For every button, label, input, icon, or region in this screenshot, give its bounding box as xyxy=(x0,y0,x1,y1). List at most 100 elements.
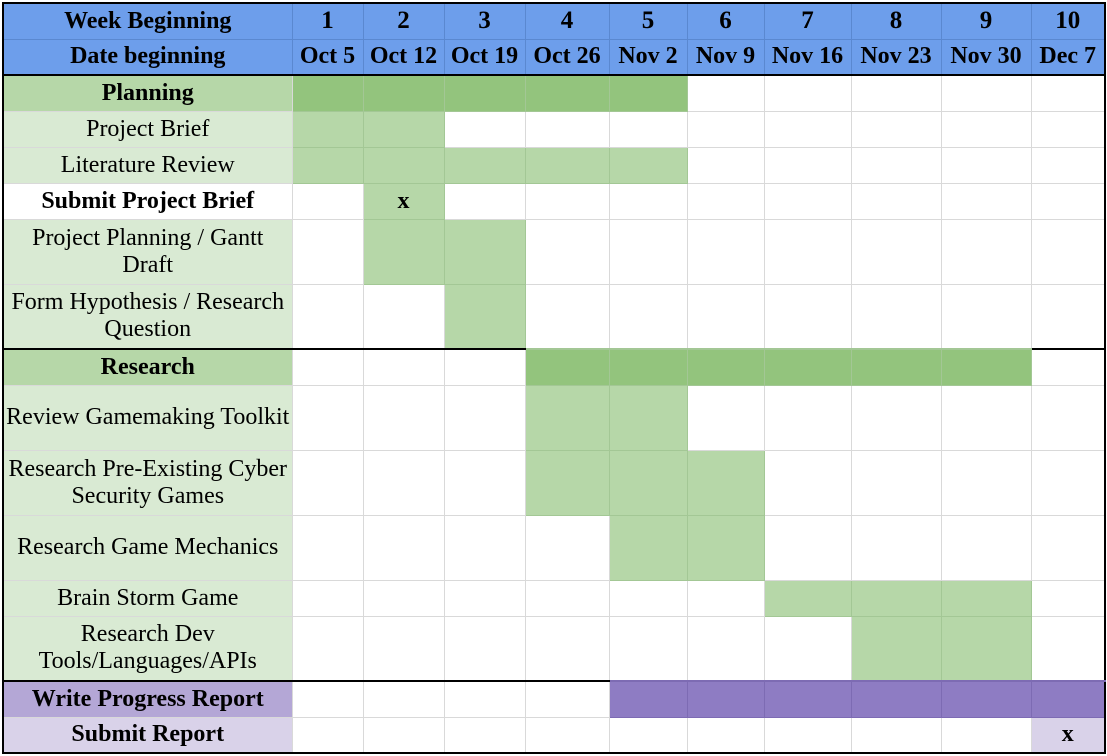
gantt-bar-cell xyxy=(608,680,688,718)
empty-cell xyxy=(362,680,445,718)
empty-cell xyxy=(1030,146,1106,184)
gantt-bar-cell xyxy=(443,218,526,285)
empty-cell xyxy=(1030,182,1106,220)
empty-cell xyxy=(686,110,765,148)
week-number-2: 2 xyxy=(362,2,445,40)
gantt-bar-cell xyxy=(686,514,765,581)
task-label: Project Planning / Gantt Draft xyxy=(2,218,293,285)
empty-cell xyxy=(608,218,688,285)
task-row-submit-project-brief: Submit Project Brief x xyxy=(2,182,1106,220)
gantt-bar-cell xyxy=(362,74,445,112)
empty-cell xyxy=(1030,514,1106,581)
week-date-6: Nov 9 xyxy=(686,38,765,76)
empty-cell xyxy=(1030,218,1106,285)
empty-cell xyxy=(291,182,364,220)
empty-cell xyxy=(291,449,364,516)
task-label: Write Progress Report xyxy=(2,680,293,718)
empty-cell xyxy=(443,615,526,682)
empty-cell xyxy=(443,579,526,617)
empty-cell xyxy=(686,218,765,285)
gantt-bar-cell xyxy=(1030,680,1106,718)
empty-cell xyxy=(940,182,1032,220)
empty-cell xyxy=(1030,384,1106,451)
task-label: Submit Report xyxy=(2,716,293,754)
task-label: Literature Review xyxy=(2,146,293,184)
task-row-write-progress-report: Write Progress Report xyxy=(2,680,1106,718)
empty-cell xyxy=(291,514,364,581)
empty-cell xyxy=(291,283,364,350)
gantt-bar-cell xyxy=(362,110,445,148)
week-number-8: 8 xyxy=(850,2,942,40)
empty-cell xyxy=(763,384,852,451)
gantt-bar-cell xyxy=(608,514,688,581)
empty-cell xyxy=(850,449,942,516)
task-label: Research xyxy=(2,348,293,386)
week-date-10: Dec 7 xyxy=(1030,38,1106,76)
empty-cell xyxy=(291,348,364,386)
empty-cell xyxy=(608,182,688,220)
empty-cell xyxy=(524,218,610,285)
header-row-week: Week Beginning 1 2 3 4 5 6 7 8 9 10 xyxy=(2,2,1106,40)
gantt-bar-cell xyxy=(608,449,688,516)
gantt-bar-cell xyxy=(608,146,688,184)
empty-cell xyxy=(940,449,1032,516)
gantt-bar-cell xyxy=(443,146,526,184)
empty-cell xyxy=(763,182,852,220)
gantt-bar-cell xyxy=(608,74,688,112)
gantt-bar-cell xyxy=(443,283,526,350)
header-label-week: Week Beginning xyxy=(2,2,293,40)
empty-cell xyxy=(608,110,688,148)
empty-cell xyxy=(763,716,852,754)
empty-cell xyxy=(362,514,445,581)
empty-cell xyxy=(608,283,688,350)
empty-cell xyxy=(850,110,942,148)
task-row-brain-storm-game: Brain Storm Game xyxy=(2,579,1106,617)
empty-cell xyxy=(443,514,526,581)
task-row-review-gamemaking-toolkit: Review Gamemaking Toolkit xyxy=(2,384,1106,451)
gantt-bar-cell xyxy=(763,348,852,386)
gantt-bar-cell xyxy=(940,348,1032,386)
gantt-bar-cell xyxy=(686,449,765,516)
task-row-research-dev-tools-languages-apis: Research Dev Tools/Languages/APIs xyxy=(2,615,1106,682)
empty-cell xyxy=(686,384,765,451)
gantt-bar-cell xyxy=(763,680,852,718)
gantt-bar-cell xyxy=(686,680,765,718)
empty-cell xyxy=(850,74,942,112)
gantt-bar-cell xyxy=(524,348,610,386)
gantt-bar-cell xyxy=(850,348,942,386)
empty-cell xyxy=(443,182,526,220)
week-date-4: Oct 26 xyxy=(524,38,610,76)
task-label: Form Hypothesis / Research Question xyxy=(2,283,293,350)
header-row-date: Date beginning Oct 5 Oct 12 Oct 19 Oct 26 Nov… xyxy=(2,38,1106,76)
task-label: Research Dev Tools/Languages/APIs xyxy=(2,615,293,682)
milestone-marker: x xyxy=(362,182,445,220)
empty-cell xyxy=(850,218,942,285)
empty-cell xyxy=(524,283,610,350)
empty-cell xyxy=(763,615,852,682)
milestone-marker: x xyxy=(1030,716,1106,754)
task-label: Project Brief xyxy=(2,110,293,148)
empty-cell xyxy=(524,680,610,718)
empty-cell xyxy=(524,182,610,220)
gantt-bar-cell xyxy=(608,384,688,451)
empty-cell xyxy=(524,716,610,754)
empty-cell xyxy=(1030,74,1106,112)
gantt-bar-cell xyxy=(940,680,1032,718)
task-row-research-game-mechanics: Research Game Mechanics xyxy=(2,514,1106,581)
empty-cell xyxy=(686,283,765,350)
header-label-date: Date beginning xyxy=(2,38,293,76)
empty-cell xyxy=(940,146,1032,184)
empty-cell xyxy=(524,615,610,682)
empty-cell xyxy=(291,384,364,451)
gantt-bar-cell xyxy=(940,615,1032,682)
gantt-bar-cell xyxy=(850,579,942,617)
task-label: Review Gamemaking Toolkit xyxy=(2,384,293,451)
empty-cell xyxy=(1030,348,1106,386)
empty-cell xyxy=(940,74,1032,112)
empty-cell xyxy=(850,514,942,581)
gantt-bar-cell xyxy=(850,680,942,718)
week-date-5: Nov 2 xyxy=(608,38,688,76)
empty-cell xyxy=(686,182,765,220)
task-label: Submit Project Brief xyxy=(2,182,293,220)
